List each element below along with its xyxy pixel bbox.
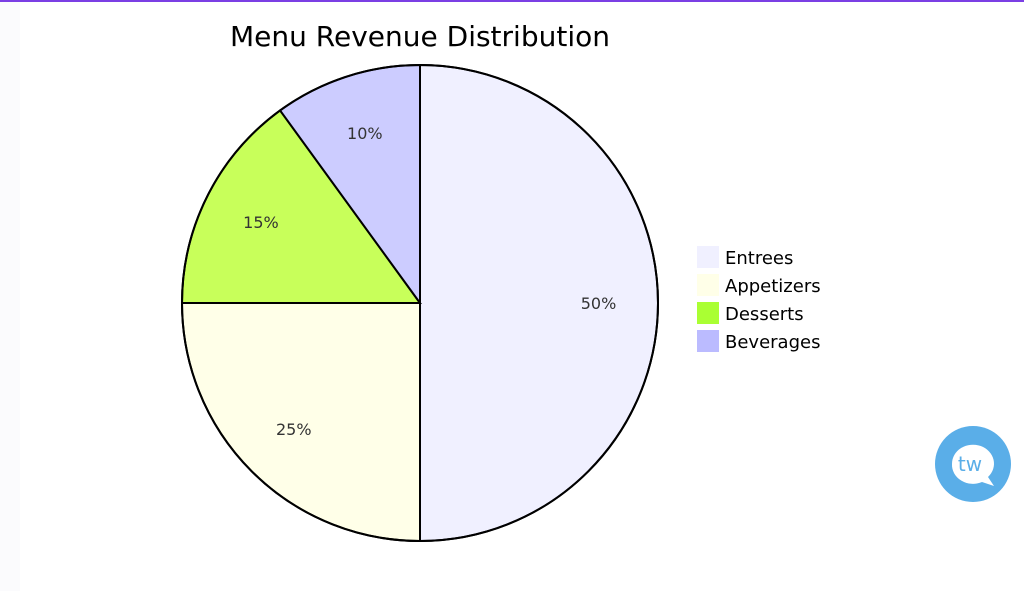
slice-label-desserts: 15% [243, 213, 279, 232]
legend-label-entrees: Entrees [725, 248, 793, 269]
left-shade [0, 2, 20, 591]
top-border [0, 0, 1024, 2]
slice-label-entrees: 50% [581, 294, 617, 313]
legend-swatch-appetizers [697, 274, 719, 296]
legend-swatch-beverages [697, 330, 719, 352]
legend-label-beverages: Beverages [725, 332, 820, 353]
badge-text: tw [958, 452, 982, 476]
pie-slice-entrees [419, 63, 659, 543]
slice-label-appetizers: 25% [276, 420, 312, 439]
legend-label-desserts: Desserts [725, 304, 804, 325]
pie-outline [181, 64, 659, 542]
chat-bubble-logo-icon: tw [935, 426, 1011, 502]
legend-swatch-desserts [697, 302, 719, 324]
legend-swatch-entrees [697, 246, 719, 268]
pie-slice-labels: 50% 25% 15% 10% [243, 124, 616, 439]
chart-legend: Entrees Appetizers Desserts Beverages [697, 246, 821, 353]
slice-label-beverages: 10% [347, 124, 383, 143]
chart-title: Menu Revenue Distribution [230, 20, 610, 53]
tw-badge[interactable]: tw [934, 425, 1012, 503]
legend-label-appetizers: Appetizers [725, 276, 821, 297]
pie-slices [180, 63, 659, 543]
